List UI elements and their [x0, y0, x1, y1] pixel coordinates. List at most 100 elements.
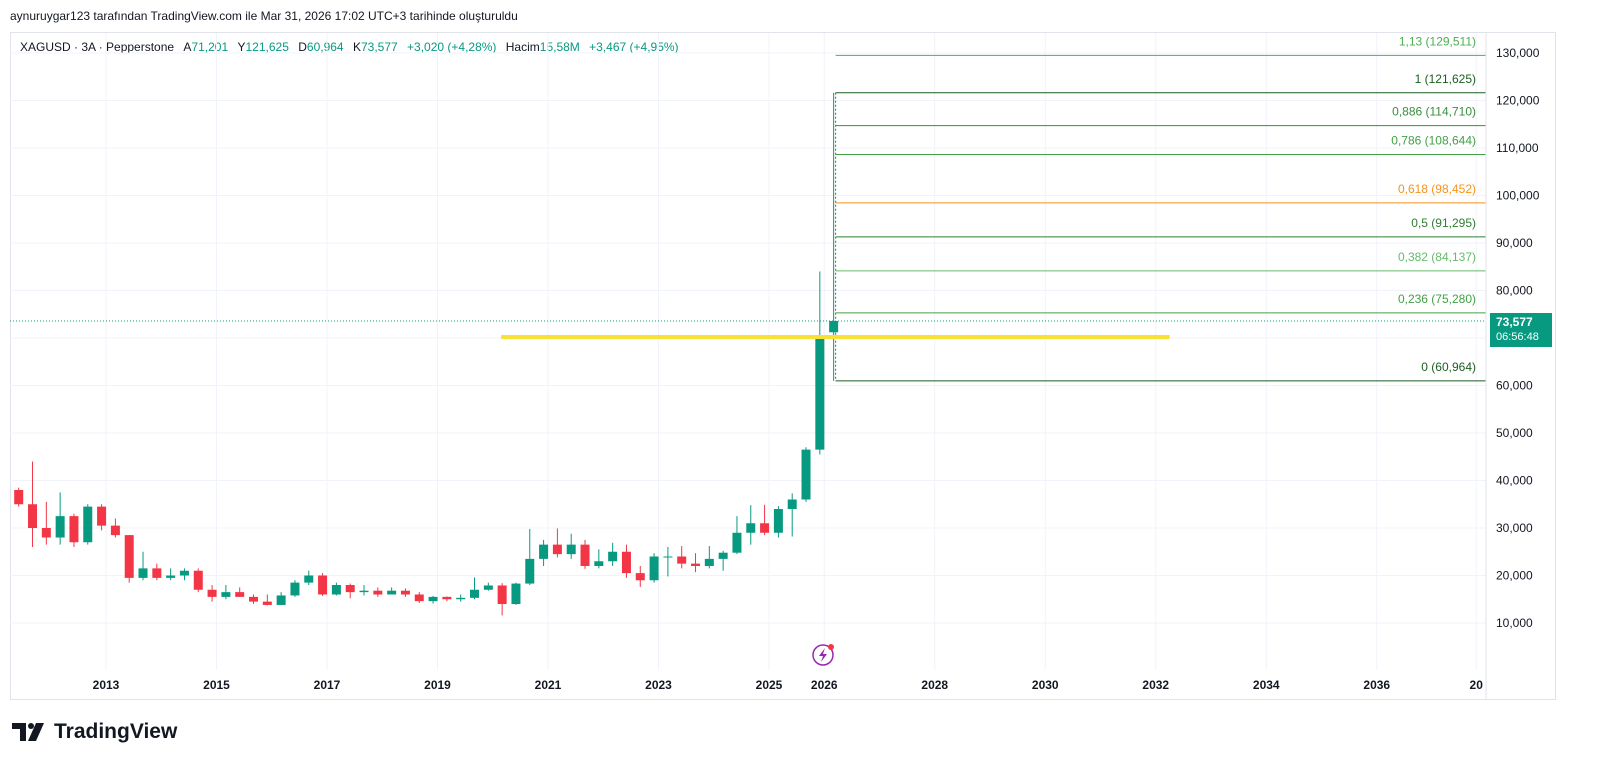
candle	[649, 553, 659, 583]
event-marker-dot	[828, 644, 834, 650]
candle-body	[400, 590, 410, 595]
candle	[552, 528, 562, 558]
candle	[635, 566, 645, 587]
candle-body	[608, 551, 618, 562]
candle	[787, 493, 797, 537]
candle	[663, 547, 673, 577]
candle-body	[663, 556, 673, 558]
symbol-legend: XAGUSD · 3A · Pepperstone A71,201 Y121,6…	[20, 40, 679, 54]
candle	[829, 92, 839, 381]
fib-level-label: 0,236 (75,280)	[1398, 292, 1476, 306]
tradingview-logo-icon	[12, 723, 44, 741]
candle	[718, 550, 728, 571]
fib-level-label: 0,786 (108,644)	[1391, 133, 1476, 147]
candle-body	[276, 595, 286, 605]
candle-body	[414, 594, 424, 602]
fib-level-label: 0,886 (114,710)	[1392, 105, 1476, 119]
candle-body	[428, 596, 438, 602]
candle	[179, 568, 189, 581]
candle	[566, 533, 576, 559]
candle-body	[552, 544, 562, 555]
candle-body	[732, 532, 742, 553]
candle	[249, 594, 259, 604]
time-axis-tick: 2026	[811, 678, 838, 692]
price-axis: 10,00020,00030,00040,00050,00060,00070,0…	[1485, 33, 1540, 700]
candle	[14, 487, 24, 507]
candle	[428, 595, 438, 604]
lightning-icon	[812, 644, 834, 666]
candle	[304, 570, 314, 585]
candle	[387, 587, 397, 595]
candle	[414, 592, 424, 604]
candle-body	[152, 568, 162, 578]
time-axis-tick: 2034	[1253, 678, 1280, 692]
candle-body	[28, 504, 38, 528]
grid-lines	[10, 33, 1486, 670]
candle-body	[801, 449, 811, 500]
candle	[691, 553, 701, 573]
candle-body	[207, 589, 217, 597]
candle	[373, 587, 383, 597]
fib-level-label: 1 (121,625)	[1415, 72, 1476, 86]
candle	[110, 518, 120, 538]
candle-body	[497, 585, 507, 604]
tradingview-logo[interactable]: TradingView	[12, 720, 177, 744]
low-value: 60,964	[306, 40, 344, 54]
candle	[41, 501, 51, 545]
time-axis-tick: 2032	[1142, 678, 1169, 692]
candle	[442, 596, 452, 602]
candle-body	[704, 558, 714, 566]
symbol-name[interactable]: XAGUSD · 3A · Pepperstone	[20, 40, 175, 54]
price-axis-tick: 110,000	[1496, 141, 1539, 155]
candle	[28, 461, 38, 547]
candle	[83, 504, 93, 545]
fib-level-label: 0,382 (84,137)	[1398, 250, 1476, 264]
candle	[276, 592, 286, 605]
candle-body	[621, 551, 631, 574]
high-label: Y	[237, 40, 246, 54]
price-axis-tick: 10,000	[1496, 616, 1533, 630]
candle-body	[290, 582, 300, 596]
price-axis-tick: 100,000	[1496, 189, 1540, 203]
candle	[235, 587, 245, 597]
volume-value: 15,58M	[539, 40, 580, 54]
candle-body	[746, 523, 756, 533]
candle	[801, 447, 811, 502]
candle-body	[331, 585, 341, 595]
candle-body	[83, 506, 93, 543]
fib-level-label: 0,5 (91,295)	[1411, 216, 1476, 230]
candle-body	[14, 490, 24, 505]
price-axis-tick: 80,000	[1496, 284, 1533, 298]
change-value: +3,020 (+4,28%)	[407, 40, 497, 54]
low-label: D	[298, 40, 307, 54]
candle	[152, 563, 162, 581]
candle-body	[456, 597, 466, 600]
candle	[704, 546, 714, 569]
overlays	[10, 320, 1486, 666]
candle	[746, 505, 756, 545]
candle	[400, 588, 410, 597]
candle	[124, 535, 134, 583]
tradingview-brand: TradingView	[54, 720, 178, 743]
price-axis-tick: 60,000	[1496, 379, 1533, 393]
candle	[331, 582, 341, 596]
time-axis-tick: 2021	[535, 678, 562, 692]
candle-body	[359, 590, 369, 593]
time-axis: 2013 2015 2017 2019 2021 2023 2025 2026 2028 2030…	[93, 678, 1484, 692]
volume-label: Hacim	[505, 40, 540, 54]
candle-body	[110, 525, 120, 536]
candle	[207, 585, 217, 602]
current-price-value: 73,577	[1496, 315, 1533, 329]
candle-body	[373, 590, 383, 595]
candle-body	[483, 585, 493, 590]
open-value: 71,201	[191, 40, 229, 54]
fib-level-label: 0,618 (98,452)	[1398, 182, 1476, 196]
time-axis-tick: 2036	[1363, 678, 1390, 692]
chart-frame	[10, 32, 1556, 700]
candle	[732, 516, 742, 555]
current-price-tag: 73,577 06:56:48	[1490, 313, 1552, 347]
time-axis-tick: 2019	[424, 678, 451, 692]
candles	[14, 92, 839, 616]
candle-body	[470, 589, 480, 598]
